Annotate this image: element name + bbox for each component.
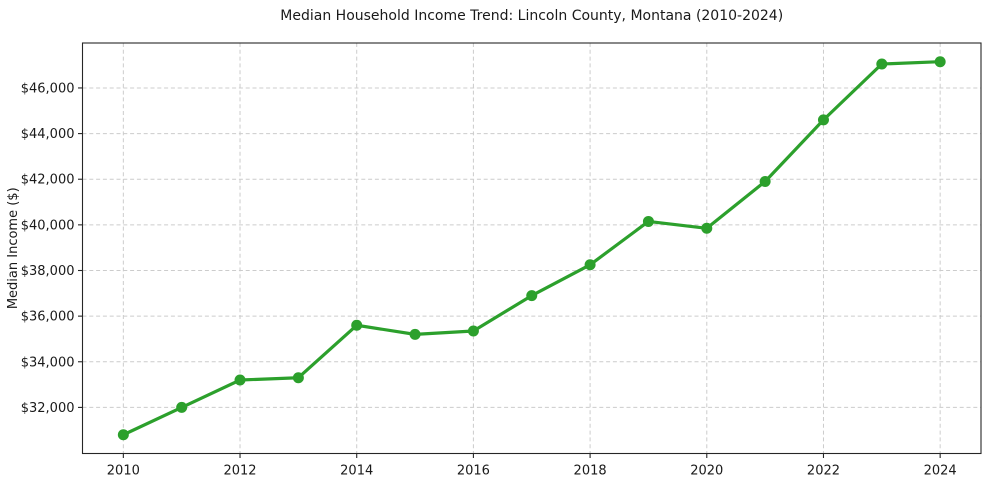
axes [78, 42, 982, 458]
y-tick-label: $42,000 [21, 173, 75, 188]
data-point-2017 [526, 290, 538, 302]
x-tick-label: 2024 [924, 464, 957, 479]
data-point-2019 [642, 215, 654, 227]
data-point-2022 [817, 114, 829, 126]
trend-line [121, 60, 942, 437]
y-tick-label: $38,000 [21, 264, 75, 279]
y-tick-label: $40,000 [21, 218, 75, 233]
data-point-2021 [759, 176, 771, 188]
data-point-2023 [876, 58, 888, 70]
y-tick-label: $44,000 [21, 127, 75, 142]
data-point-2010 [117, 429, 129, 441]
data-point-2012 [234, 374, 246, 386]
chart-title: Median Household Income Trend: Lincoln C… [280, 8, 783, 24]
tick-labels: 2010 2012 2014 2016 2018 2020 2022 2024 $32,000 $… [21, 81, 957, 478]
data-point-2014 [351, 319, 363, 331]
x-tick-label: 2012 [223, 464, 256, 479]
data-point-2016 [467, 325, 479, 337]
x-tick-label: 2020 [690, 464, 723, 479]
gridlines [82, 43, 981, 454]
x-tick-label: 2022 [807, 464, 840, 479]
data-point-2024 [934, 56, 946, 68]
x-tick-label: 2018 [574, 464, 607, 479]
data-series [117, 56, 946, 441]
data-point-2015 [409, 328, 421, 340]
data-point-2013 [292, 372, 304, 384]
y-tick-label: $36,000 [21, 310, 75, 325]
x-tick-label: 2010 [107, 464, 140, 479]
data-point-2011 [176, 401, 188, 413]
x-tick-label: 2016 [457, 464, 490, 479]
y-tick-label: $32,000 [21, 401, 75, 416]
y-tick-label: $46,000 [21, 81, 75, 96]
y-axis-label: Median Income ($) [6, 187, 21, 309]
data-point-2020 [701, 222, 713, 234]
y-tick-label: $34,000 [21, 355, 75, 370]
data-point-2018 [584, 259, 596, 271]
x-tick-label: 2014 [340, 464, 373, 479]
plot-border [81, 42, 982, 455]
